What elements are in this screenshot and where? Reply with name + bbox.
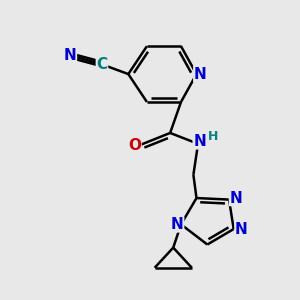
- Text: H: H: [208, 130, 219, 143]
- Text: N: N: [193, 134, 206, 149]
- Text: C: C: [96, 57, 107, 72]
- Text: O: O: [128, 138, 141, 153]
- Text: N: N: [171, 217, 184, 232]
- Text: N: N: [235, 221, 248, 236]
- Text: N: N: [194, 67, 207, 82]
- Text: N: N: [64, 48, 76, 63]
- Text: N: N: [230, 190, 242, 206]
